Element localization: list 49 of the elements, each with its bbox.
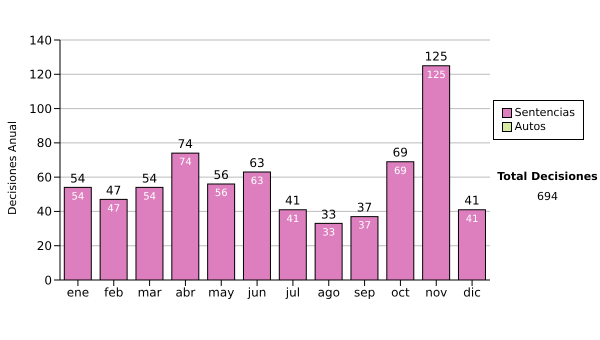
annotation: 74 [178, 137, 193, 152]
text: 694 [536, 190, 559, 203]
annotation: 54 [142, 171, 158, 186]
annotation: 125 [424, 50, 448, 64]
data-label: 54 [143, 192, 156, 203]
data-label: 54 [72, 192, 84, 203]
x-tick-label: ago [318, 286, 340, 300]
annotation: 41 [464, 194, 480, 208]
y-tick-label: 40 [36, 204, 52, 219]
x-tick-label: abr [175, 286, 196, 300]
x-tick-label: jul [284, 286, 300, 300]
x-tick-label: may [208, 286, 234, 300]
x-tick-label: oct [391, 286, 410, 300]
x-tick-label: nov [425, 286, 448, 300]
x-tick-label: feb [104, 286, 124, 300]
data-label: 41 [286, 214, 300, 225]
data-label: 74 [179, 157, 192, 168]
y-tick-label: 140 [29, 33, 52, 48]
y-tick-label: 0 [44, 273, 52, 288]
y-tick-label: 120 [29, 68, 52, 82]
data-label: 41 [466, 214, 478, 225]
y-tick-label: 100 [29, 102, 52, 116]
x-tick-label: jun [246, 286, 266, 300]
x-tick-label: sep [354, 286, 376, 300]
text: Total Decisiones [496, 170, 599, 183]
legend-label: Sentencias [514, 106, 575, 120]
x-tick-label: mar [138, 286, 162, 300]
annotation: 37 [356, 200, 372, 215]
annotation: 33 [320, 207, 336, 222]
data-label: 33 [322, 228, 336, 239]
annotation: 69 [392, 146, 408, 160]
x-tick-label: ene [66, 286, 90, 300]
y-axis-title: Decisiones Anual [6, 120, 19, 215]
annotation: 54 [70, 171, 86, 186]
data-label: 125 [426, 70, 446, 81]
annotation: 41 [285, 194, 300, 208]
x-tick-label: dic [463, 286, 481, 300]
y-tick-label: 60 [36, 170, 52, 184]
data-label: 47 [107, 204, 120, 215]
data-label: 69 [394, 166, 407, 177]
y-tick-label: 80 [36, 136, 52, 150]
data-label: 56 [214, 188, 228, 200]
annotation: 63 [249, 156, 265, 170]
y-tick-label: 20 [36, 238, 52, 253]
data-label: 37 [358, 220, 371, 232]
legend-label: Autos [514, 120, 546, 134]
annotation: 56 [213, 168, 229, 182]
data-label: 63 [250, 176, 264, 188]
annotation: 47 [106, 183, 122, 198]
